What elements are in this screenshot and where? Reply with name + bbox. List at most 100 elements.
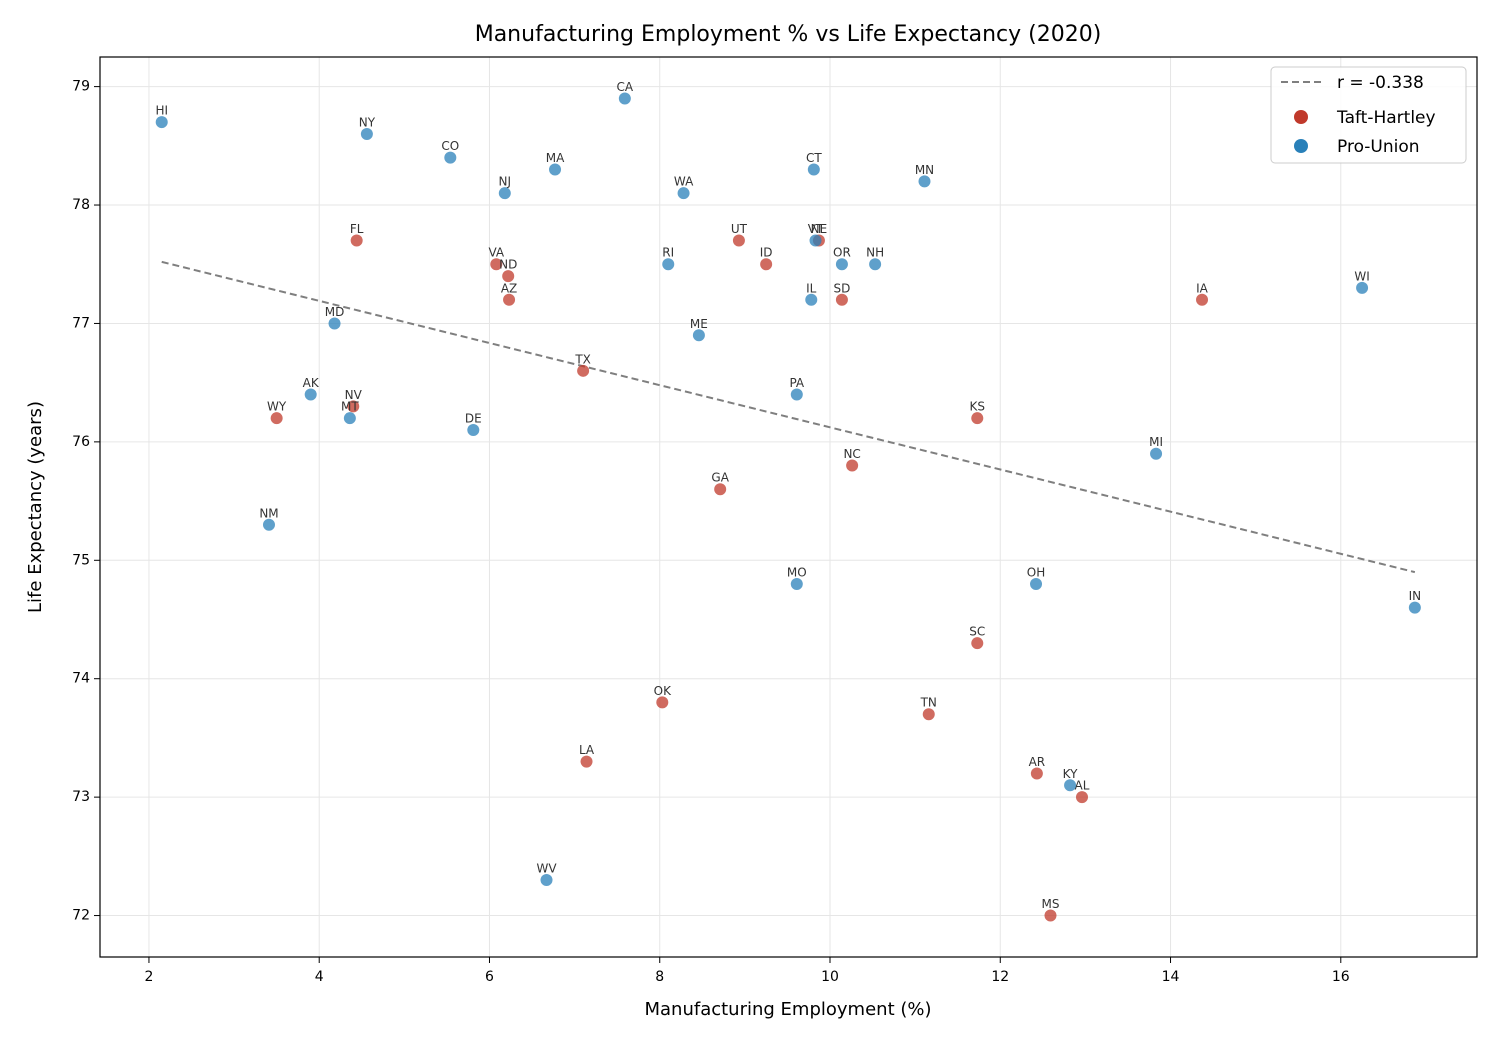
point-label: OR [833,246,851,260]
point [922,708,935,721]
point [498,187,511,200]
chart-title: Manufacturing Employment % vs Life Expec… [475,22,1102,47]
point-label: PA [789,376,804,390]
point-label: MN [915,163,934,177]
point [760,258,773,271]
point-label: MT [341,400,359,414]
point-label: NM [259,506,278,520]
x-axis-label: Manufacturing Employment (%) [644,999,931,1020]
point-label: KS [970,400,986,414]
point-label: SC [969,625,985,639]
point-label: CO [441,139,459,153]
x-tick-label: 16 [1332,969,1350,985]
point [732,234,745,247]
point [1030,577,1043,590]
y-tick-label: 78 [72,197,90,213]
point [971,637,984,650]
point-label: NY [359,115,376,129]
legend-label: Pro-Union [1337,137,1420,157]
y-tick-label: 75 [72,552,90,568]
x-tick-label: 8 [655,969,664,985]
point-label: HI [155,104,168,118]
point [656,696,669,709]
point [490,258,503,271]
point [347,400,360,413]
point [1356,281,1369,294]
point-label: AR [1029,755,1046,769]
point-label: VA [488,246,504,260]
point [502,270,515,283]
point-label: DE [465,412,482,426]
point [1408,601,1421,614]
point-label: OH [1027,565,1045,579]
point [1044,909,1057,922]
y-tick-label: 72 [72,908,90,924]
point [1030,767,1043,780]
point-label: RI [662,246,674,260]
point-label: ME [690,317,708,331]
x-tick-label: 4 [315,969,324,985]
point [304,388,317,401]
legend-label: r = -0.338 [1337,73,1424,93]
point [580,755,593,768]
point-label: TN [920,696,937,710]
point [662,258,675,271]
point-label: LA [579,743,595,757]
point-label: NV [345,388,363,402]
point-label: MS [1041,897,1059,911]
point [328,317,341,330]
point-label: IN [1409,589,1422,603]
point-label: ND [499,258,517,272]
point-label: SD [833,281,850,295]
point-label: TX [574,352,591,366]
legend-label: Taft-Hartley [1336,108,1436,128]
legend-box [1270,66,1467,164]
point [360,127,373,140]
point [1075,791,1088,804]
point-label: FL [350,222,364,236]
point-label: IA [1196,281,1209,295]
point-label: ID [760,246,773,260]
point-label: KY [1063,767,1078,781]
point [467,424,480,437]
point-label: NJ [499,175,512,189]
point-label: CT [806,151,822,165]
point [971,412,984,425]
plot-frame [99,56,1478,958]
point-label: NC [843,447,860,461]
point-label: MI [1149,435,1163,449]
point-label: NE [811,222,828,236]
point [350,234,363,247]
point-label: WY [267,400,287,414]
point [807,163,820,176]
point-label: MO [787,565,807,579]
x-tick-label: 10 [821,969,839,985]
legend-marker [1294,110,1308,124]
point [549,163,562,176]
point-label: VT [808,222,824,236]
point [835,258,848,271]
point [846,459,859,472]
point [869,258,882,271]
y-tick-label: 74 [72,671,90,687]
x-tick-label: 14 [1162,969,1180,985]
point-label: IL [806,281,817,295]
y-axis-label: Life Expectancy (years) [25,401,46,613]
point-label: WA [674,175,694,189]
point [790,388,803,401]
point-label: AL [1075,779,1090,793]
point [692,329,705,342]
point [444,151,457,164]
point-label: NH [866,246,884,260]
point-label: OK [654,684,672,698]
y-tick-label: 73 [72,789,90,805]
point [618,92,631,105]
point [343,412,356,425]
point-label: WV [536,862,557,876]
x-tick-label: 12 [991,969,1009,985]
point [577,364,590,377]
point [677,187,690,200]
legend-marker [1294,139,1308,153]
